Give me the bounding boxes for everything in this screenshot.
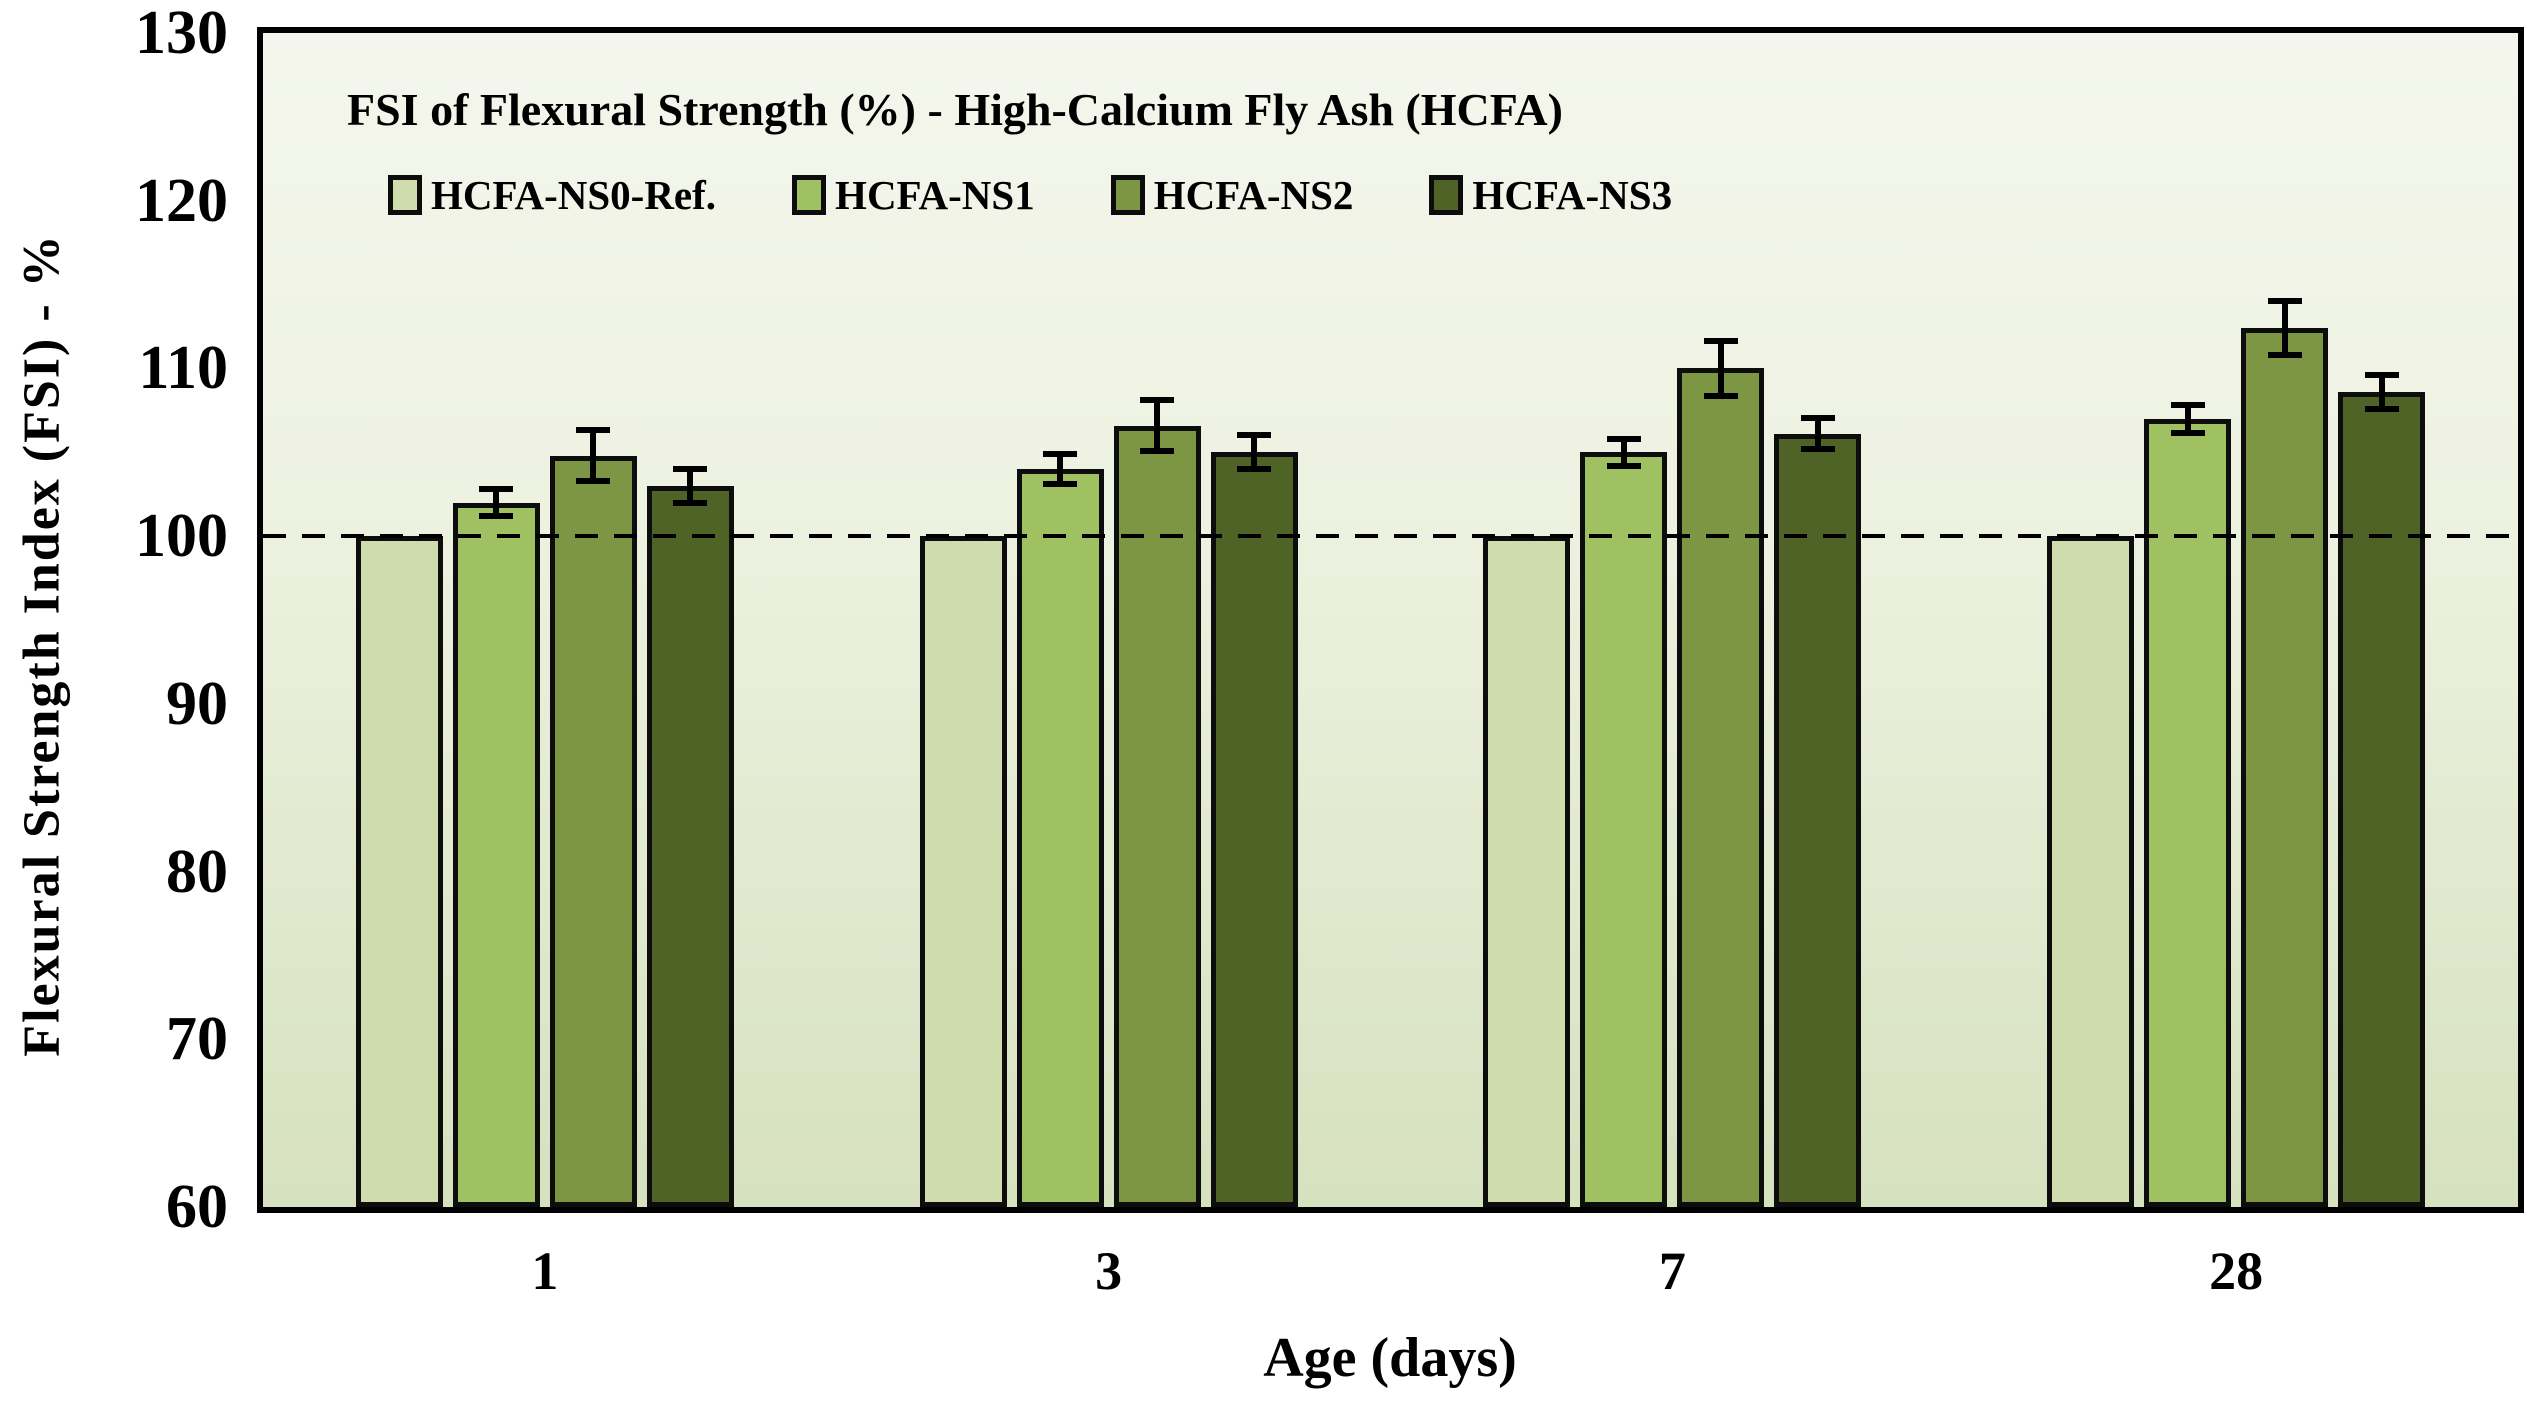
legend-label: HCFA-NS2 (1153, 172, 1354, 218)
y-tick-label-70: 70 (166, 1005, 228, 1074)
x-tick-label-3: 3 (1095, 1241, 1123, 1301)
y-tick-label-100: 100 (135, 502, 228, 571)
legend-label: HCFA-NS1 (835, 172, 1035, 218)
legend-item: HCFA-NS1 (792, 171, 1035, 219)
legend-label: HCFA-NS0-Ref. (431, 172, 717, 218)
bar-HCFA-NS0-Ref.-age-1 (355, 536, 443, 1207)
y-tick-label-120: 120 (135, 166, 228, 235)
x-tick-label-1: 1 (531, 1241, 559, 1301)
legend-swatch-icon (1429, 175, 1464, 215)
x-tick-label-7: 7 (1658, 1241, 1686, 1301)
x-tick-label-28: 28 (2209, 1241, 2264, 1301)
y-tick-label-60: 60 (166, 1173, 228, 1241)
error-bar (1140, 396, 1175, 454)
bar-HCFA-NS2-age-28 (2241, 328, 2329, 1207)
bar-HCFA-NS1-age-3 (1016, 469, 1104, 1207)
bar-HCFA-NS3-age-7 (1774, 433, 1862, 1207)
error-bar (2170, 402, 2205, 436)
error-bar (479, 485, 514, 520)
y-tick-label-110: 110 (138, 334, 228, 403)
bar-HCFA-NS2-age-3 (1113, 425, 1201, 1207)
legend: HCFA-NS0-Ref. HCFA-NS1 HCFA-NS2 HCFA-NS3 (388, 171, 1672, 219)
bar-HCFA-NS0-Ref.-age-28 (2047, 536, 2135, 1207)
bar-HCFA-NS1-age-1 (452, 502, 540, 1207)
error-bar (1800, 415, 1835, 453)
legend-item: HCFA-NS2 (1110, 171, 1354, 219)
error-bar (673, 465, 708, 506)
legend-swatch-icon (388, 175, 422, 215)
x-axis-title: Age (days) (1263, 1327, 1517, 1389)
error-bar (1043, 450, 1078, 488)
bar-HCFA-NS1-age-7 (1580, 452, 1668, 1207)
legend-swatch-icon (1110, 175, 1145, 215)
plot-area: FSI of Flexural Strength (%) - High-Calc… (257, 27, 2524, 1213)
error-bar (1606, 435, 1641, 469)
bar-HCFA-NS0-Ref.-age-7 (1483, 536, 1571, 1207)
bar-HCFA-NS3-age-1 (646, 485, 734, 1207)
legend-label: HCFA-NS3 (1472, 172, 1673, 218)
error-bar (2364, 371, 2399, 413)
reference-dashed-line (263, 534, 2518, 538)
legend-item: HCFA-NS3 (1429, 171, 1672, 219)
error-bar (2267, 298, 2302, 359)
bar-HCFA-NS1-age-28 (2144, 418, 2232, 1207)
legend-item: HCFA-NS0-Ref. (388, 171, 716, 219)
error-bar (1237, 432, 1272, 473)
y-tick-label-90: 90 (166, 669, 228, 738)
y-tick-label-80: 80 (166, 837, 228, 906)
chart-title: FSI of Flexural Strength (%) - High-Calc… (347, 84, 1563, 135)
bar-HCFA-NS2-age-7 (1677, 368, 1765, 1207)
bar-HCFA-NS2-age-1 (549, 455, 637, 1207)
error-bar (576, 427, 611, 485)
error-bar (1703, 338, 1738, 399)
y-tick-label-130: 130 (135, 0, 228, 67)
bar-HCFA-NS3-age-28 (2338, 391, 2426, 1207)
bar-HCFA-NS3-age-3 (1210, 452, 1298, 1207)
bar-HCFA-NS0-Ref.-age-3 (919, 536, 1007, 1207)
legend-swatch-icon (792, 175, 827, 215)
